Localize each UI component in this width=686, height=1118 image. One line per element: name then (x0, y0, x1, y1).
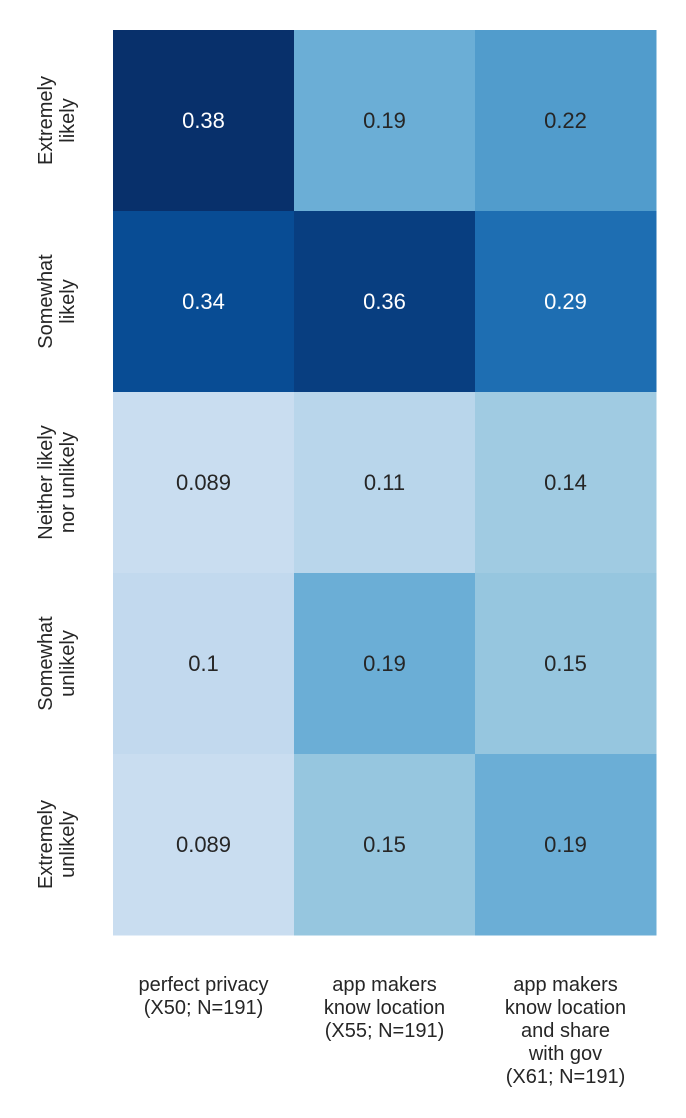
y-tick-label-2-line-0: Neither likely (35, 425, 57, 539)
y-tick-label-1-line-0: Somewhat (35, 254, 57, 349)
heatmap-value-label-r4-c1: 0.15 (363, 832, 406, 857)
x-tick-label-2-line-0: app makers (513, 974, 618, 996)
x-tick-label-1-line-0: app makers (332, 974, 437, 996)
y-tick-label-4-line-0: Extremely (35, 800, 57, 889)
heatmap-value-label-r1-c2: 0.29 (544, 289, 587, 314)
y-tick-label-2-line-1: nor unlikely (57, 432, 79, 533)
y-tick-label-1: Somewhat likely (35, 254, 79, 349)
x-tick-label-2-line-4: (X61; N=191) (506, 1066, 626, 1088)
heatmap-cell-r0-c2 (475, 30, 657, 212)
heatmap-value-label-r1-c1: 0.36 (363, 289, 406, 314)
y-tick-label-3-line-1: unlikely (57, 630, 79, 697)
heatmap-cell-r4-c2 (475, 754, 657, 936)
heatmap-value-label-r2-c2: 0.14 (544, 470, 587, 495)
heatmap-cell-r1-c1 (294, 211, 476, 393)
x-tick-label-2-line-1: know location (505, 997, 626, 1019)
x-tick-label-2-line-3: with gov (528, 1043, 602, 1065)
y-tick-label-3-line-0: Somewhat (35, 616, 57, 711)
heatmap-cell-r1-c0 (113, 211, 295, 393)
x-tick-label-0-line-0: perfect privacy (138, 974, 268, 996)
heatmap-value-label-r4-c0: 0.089 (176, 832, 231, 857)
y-tick-label-0: Extremely likely (35, 76, 79, 165)
heatmap-cell-r0-c0 (113, 30, 295, 212)
x-tick-label-0-line-1: (X50; N=191) (144, 997, 264, 1019)
y-tick-label-1-line-1: likely (57, 279, 79, 323)
heatmap-value-label-r0-c1: 0.19 (363, 108, 406, 133)
x-axis-tick-labels: perfect privacy (X50; N=191)app makers kno… (138, 974, 626, 1088)
heatmap-cell-r3-c1 (294, 573, 476, 755)
x-tick-label-1-line-2: (X55; N=191) (325, 1020, 445, 1042)
heatmap-cell-r3-c0 (113, 573, 295, 755)
heatmap-cell-r2-c1 (294, 392, 476, 574)
x-tick-label-2-line-2: and share (521, 1020, 610, 1042)
x-tick-label-2: app makers know location and share with gov… (505, 974, 626, 1088)
y-tick-label-3: Somewhat unlikely (35, 616, 79, 711)
heatmap-cell-r1-c2 (475, 211, 657, 393)
x-tick-label-1-line-1: know location (324, 997, 445, 1019)
heatmap-value-label-r1-c0: 0.34 (182, 289, 225, 314)
y-tick-label-4: Extremely unlikely (35, 800, 79, 889)
heatmap-value-label-r4-c2: 0.19 (544, 832, 587, 857)
heatmap-value-label-r2-c0: 0.089 (176, 470, 231, 495)
heatmap-value-label-r3-c0: 0.1 (188, 651, 219, 676)
heatmap-cell-r2-c2 (475, 392, 657, 574)
x-tick-label-0: perfect privacy (X50; N=191) (138, 974, 268, 1019)
heatmap-cell-r2-c0 (113, 392, 295, 574)
heatmap-value-label-r3-c2: 0.15 (544, 651, 587, 676)
heatmap-value-label-r0-c2: 0.22 (544, 108, 587, 133)
heatmap-value-label-r3-c1: 0.19 (363, 651, 406, 676)
heatmap-cell-r0-c1 (294, 30, 476, 212)
y-tick-label-2: Neither likely nor unlikely (35, 425, 79, 539)
x-tick-label-1: app makers know location (X55; N=191) (324, 974, 445, 1042)
heatmap-value-label-r0-c0: 0.38 (182, 108, 225, 133)
y-tick-label-0-line-0: Extremely (35, 76, 57, 165)
y-tick-label-0-line-1: likely (57, 98, 79, 142)
heatmap-cell-r4-c0 (113, 754, 295, 936)
heatmap-value-label-r2-c1: 0.11 (364, 470, 405, 495)
heatmap-cells (113, 30, 657, 936)
y-tick-label-4-line-1: unlikely (57, 811, 79, 878)
heatmap-cell-r4-c1 (294, 754, 476, 936)
heatmap-value-labels: 0.38 0.19 0.22 0.34 0.36 0.29 0.089 0.11 0.14 0.1… (176, 108, 587, 857)
heatmap-cell-r3-c2 (475, 573, 657, 755)
